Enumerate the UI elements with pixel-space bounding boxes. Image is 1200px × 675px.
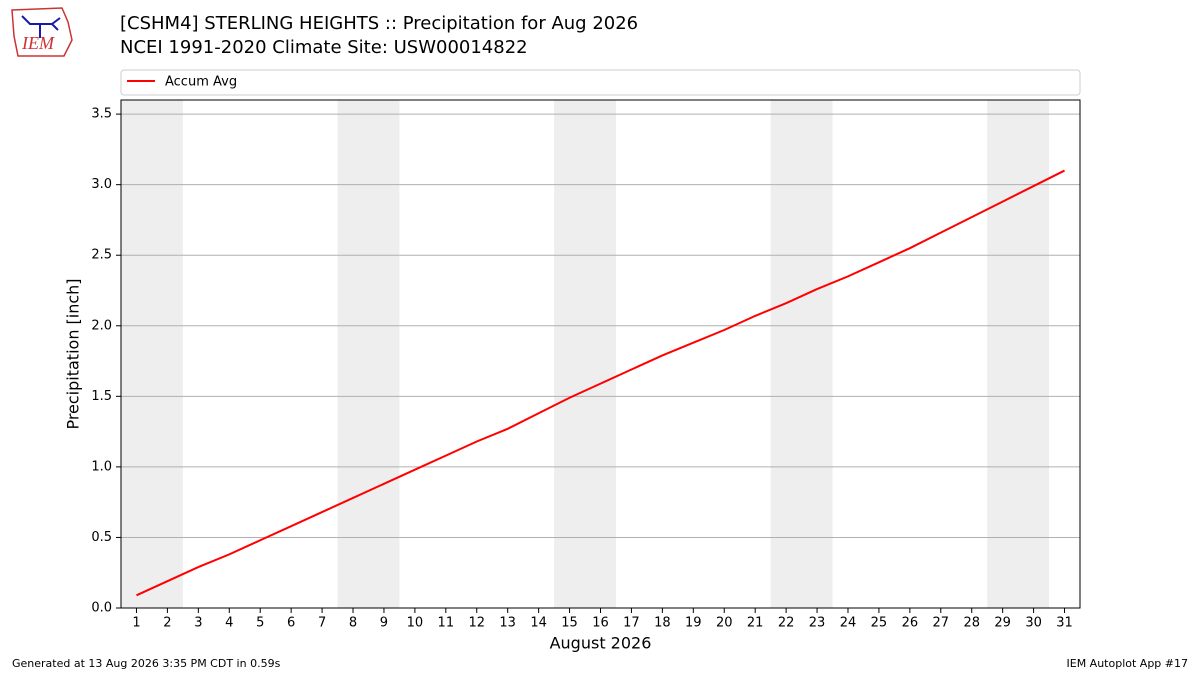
x-tick-label: 27: [933, 616, 950, 631]
x-tick-label: 19: [685, 616, 702, 631]
y-tick-label: 0.0: [91, 601, 112, 616]
y-tick-label: 1.0: [91, 459, 112, 474]
x-tick-label: 10: [407, 616, 424, 631]
x-tick-label: 29: [994, 616, 1011, 631]
x-tick-label: 22: [778, 616, 795, 631]
chart-subtitle: NCEI 1991-2020 Climate Site: USW00014822: [120, 37, 528, 58]
logo: IEM: [11, 7, 73, 57]
plot-frame: [120, 99, 1081, 609]
footer-right: IEM Autoplot App #17: [1067, 657, 1189, 670]
chart-title: [CSHM4] STERLING HEIGHTS :: Precipitatio…: [120, 13, 638, 34]
series-line: [136, 169, 1065, 597]
x-tick-label: 26: [902, 616, 919, 631]
logo-text: IEM: [21, 33, 55, 53]
x-tick-label: 7: [318, 616, 326, 631]
x-tick-label: 14: [530, 616, 547, 631]
x-tick-label: 2: [163, 616, 171, 631]
x-tick-label: 8: [349, 616, 357, 631]
x-tick-label: 28: [963, 616, 980, 631]
x-tick-label: 20: [716, 616, 733, 631]
x-tick-label: 15: [561, 616, 578, 631]
x-tick-label: 24: [840, 616, 857, 631]
footer-left: Generated at 13 Aug 2026 3:35 PM CDT in …: [12, 657, 281, 670]
x-tick-label: 1: [132, 616, 140, 631]
x-tick-label: 25: [871, 616, 888, 631]
x-tick-label: 4: [225, 616, 233, 631]
x-tick-label: 23: [809, 616, 826, 631]
weekend-band: [987, 100, 1050, 608]
x-tick-label: 3: [194, 616, 202, 631]
x-tick-label: 5: [256, 616, 264, 631]
y-axis-label: Precipitation [inch]: [64, 278, 83, 429]
x-tick-label: 16: [592, 616, 609, 631]
x-tick-label: 6: [287, 616, 295, 631]
x-tick-label: 11: [438, 616, 455, 631]
weekend-band: [770, 100, 833, 608]
x-tick-label: 31: [1056, 616, 1073, 631]
x-axis-label: August 2026: [550, 634, 652, 653]
x-tick-label: 18: [654, 616, 671, 631]
y-tick-label: 3.0: [91, 177, 112, 192]
logo-icon: [21, 15, 61, 38]
x-tick-label: 17: [623, 616, 640, 631]
y-tick-label: 1.5: [91, 389, 112, 404]
legend-box: [120, 69, 1081, 96]
x-tick-label: 30: [1025, 616, 1042, 631]
legend-label: Accum Avg: [165, 75, 237, 90]
x-tick-label: 12: [468, 616, 485, 631]
y-tick-label: 0.5: [91, 530, 112, 545]
weekend-band: [337, 100, 400, 608]
y-tick-label: 3.5: [91, 107, 112, 122]
y-tick-label: 2.5: [91, 248, 112, 263]
x-tick-label: 13: [499, 616, 516, 631]
x-tick-label: 9: [380, 616, 388, 631]
x-tick-label: 21: [747, 616, 764, 631]
y-tick-label: 2.0: [91, 318, 112, 333]
weekend-band: [121, 100, 183, 608]
weekend-band: [554, 100, 616, 608]
